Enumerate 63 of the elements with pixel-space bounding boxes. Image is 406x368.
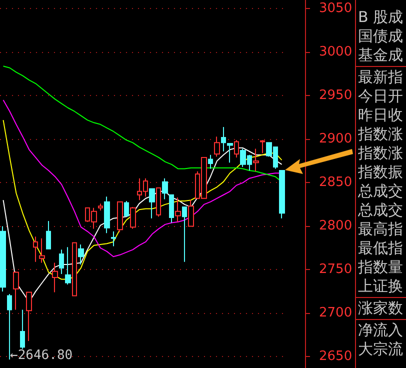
y-tick-label: 2650 [319, 349, 352, 364]
text: 指数振 [357, 163, 404, 182]
y-tick-label: 2750 [319, 262, 352, 278]
y-tick-label: 2800 [319, 218, 352, 234]
candlestick [26, 292, 32, 342]
candlestick [39, 238, 45, 264]
text: 上证换 [357, 277, 404, 296]
text: 昨日收 [357, 106, 404, 125]
text: 最低指 [357, 239, 404, 258]
text: 最新指 [357, 68, 404, 87]
text: 指数涨 [357, 125, 404, 144]
text: 总成交 [357, 182, 404, 201]
y-tick-label: 2700 [319, 306, 352, 321]
candlestick [78, 244, 84, 265]
candlestick [46, 220, 51, 250]
candlestick [33, 236, 38, 262]
y-tick-label: 3050 [319, 1, 352, 16]
line-series [2, 120, 282, 280]
candlestick [111, 230, 116, 247]
text: 国债成 [357, 27, 404, 46]
candlestick [253, 148, 259, 172]
candlestick [72, 242, 77, 296]
candlestick [124, 200, 129, 218]
text: 基金成 [357, 46, 404, 65]
y-tick-label: 2950 [319, 88, 352, 104]
text: 涨家数 [357, 299, 404, 318]
candlestick [59, 249, 64, 275]
text: 总成交 [357, 201, 404, 220]
candlestick [52, 262, 58, 293]
candlestick [149, 188, 155, 219]
text: 指数量 [357, 258, 404, 277]
candlestick [188, 200, 194, 227]
candlestick [65, 246, 71, 285]
candlestick [104, 196, 110, 234]
candlestick [234, 140, 239, 158]
text: 净流入 [357, 321, 404, 340]
annotation: ←2646.80 [10, 348, 73, 363]
candlestick [227, 143, 233, 164]
y-tick-label: 2900 [319, 132, 352, 147]
y-tick-label: 2850 [319, 175, 352, 190]
candlestick [175, 196, 181, 222]
candlestick [130, 206, 136, 230]
text: 今日开 [357, 87, 404, 106]
candlestick [279, 170, 285, 219]
candlestick [162, 178, 168, 200]
candlestick [156, 187, 161, 218]
text: 大宗流 [357, 340, 404, 359]
candlestick [182, 206, 187, 262]
y-tick-label: 3000 [319, 44, 352, 60]
candlestick [169, 194, 174, 224]
candlestick [98, 203, 103, 212]
candlestick [208, 154, 213, 170]
text: 指数涨 [357, 144, 404, 163]
candlestick [20, 309, 25, 350]
candlestick [117, 201, 123, 233]
candlestick [0, 226, 6, 292]
text: B 股成 [357, 8, 404, 27]
candlestick [214, 136, 220, 158]
candlestick [221, 126, 226, 152]
candlestick [260, 140, 265, 154]
text: 最高指 [357, 220, 404, 239]
candlestick [7, 294, 12, 360]
candlestick [13, 270, 19, 310]
